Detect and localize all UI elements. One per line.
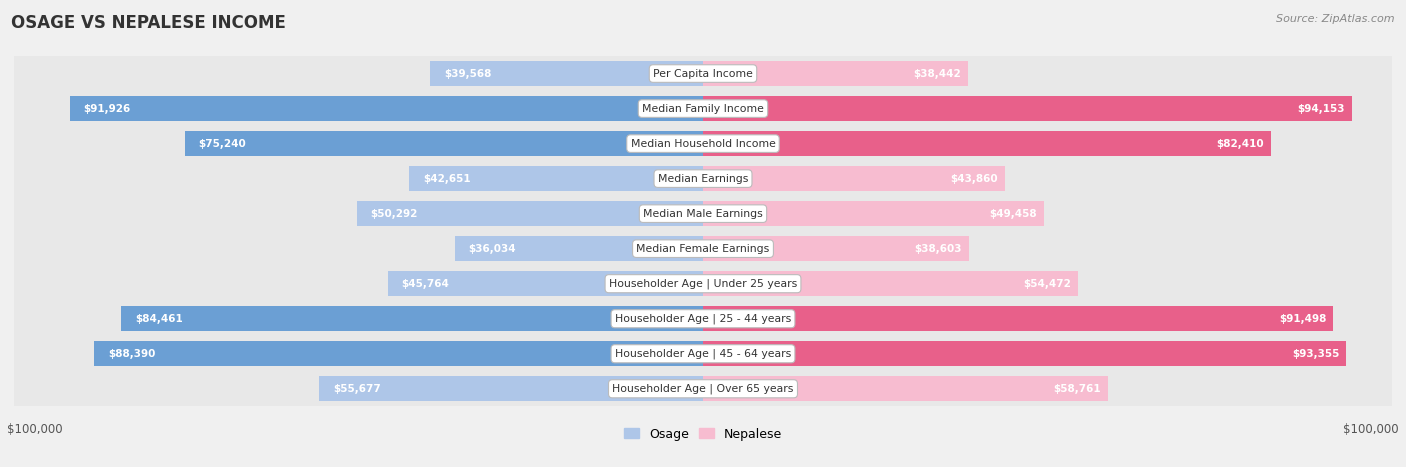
Bar bbox=[184, 131, 703, 156]
Text: $50,292: $50,292 bbox=[370, 209, 418, 219]
Bar bbox=[121, 306, 703, 332]
Bar bbox=[357, 201, 703, 226]
Text: $91,926: $91,926 bbox=[83, 104, 131, 113]
Bar bbox=[703, 96, 1351, 121]
Bar bbox=[430, 61, 703, 86]
Bar bbox=[454, 236, 703, 262]
Text: $38,603: $38,603 bbox=[914, 244, 962, 254]
Bar bbox=[388, 271, 703, 297]
Text: Householder Age | 45 - 64 years: Householder Age | 45 - 64 years bbox=[614, 348, 792, 359]
Text: $43,860: $43,860 bbox=[950, 174, 998, 184]
Bar bbox=[703, 306, 1333, 332]
Bar bbox=[703, 271, 1078, 297]
Text: $100,000: $100,000 bbox=[7, 423, 63, 436]
Text: $39,568: $39,568 bbox=[444, 69, 492, 78]
Text: $75,240: $75,240 bbox=[198, 139, 246, 149]
Bar bbox=[319, 376, 703, 402]
Bar bbox=[703, 166, 1005, 191]
Text: $58,761: $58,761 bbox=[1053, 384, 1101, 394]
Text: $36,034: $36,034 bbox=[468, 244, 516, 254]
Bar bbox=[703, 236, 969, 262]
Bar bbox=[703, 61, 967, 86]
Bar bbox=[703, 341, 1346, 366]
Text: $91,498: $91,498 bbox=[1279, 314, 1326, 324]
Text: $94,153: $94,153 bbox=[1298, 104, 1344, 113]
Text: Median Female Earnings: Median Female Earnings bbox=[637, 244, 769, 254]
Text: $55,677: $55,677 bbox=[333, 384, 381, 394]
Text: Median Household Income: Median Household Income bbox=[630, 139, 776, 149]
Text: Householder Age | Under 25 years: Householder Age | Under 25 years bbox=[609, 278, 797, 289]
Text: Median Family Income: Median Family Income bbox=[643, 104, 763, 113]
Legend: Osage, Nepalese: Osage, Nepalese bbox=[619, 423, 787, 446]
Text: $84,461: $84,461 bbox=[135, 314, 183, 324]
Text: Householder Age | 25 - 44 years: Householder Age | 25 - 44 years bbox=[614, 313, 792, 324]
Bar bbox=[703, 201, 1043, 226]
Text: Householder Age | Over 65 years: Householder Age | Over 65 years bbox=[612, 383, 794, 394]
Text: $93,355: $93,355 bbox=[1292, 349, 1340, 359]
Bar bbox=[703, 131, 1271, 156]
Bar bbox=[409, 166, 703, 191]
Text: $82,410: $82,410 bbox=[1216, 139, 1264, 149]
Bar bbox=[703, 376, 1108, 402]
Text: Per Capita Income: Per Capita Income bbox=[652, 69, 754, 78]
Text: $38,442: $38,442 bbox=[914, 69, 960, 78]
Bar bbox=[94, 341, 703, 366]
Text: OSAGE VS NEPALESE INCOME: OSAGE VS NEPALESE INCOME bbox=[11, 14, 287, 32]
Text: $49,458: $49,458 bbox=[990, 209, 1036, 219]
Text: $54,472: $54,472 bbox=[1024, 279, 1071, 289]
Text: Source: ZipAtlas.com: Source: ZipAtlas.com bbox=[1277, 14, 1395, 24]
Bar bbox=[70, 96, 703, 121]
Text: $42,651: $42,651 bbox=[423, 174, 471, 184]
Text: $88,390: $88,390 bbox=[108, 349, 155, 359]
Text: $100,000: $100,000 bbox=[1343, 423, 1399, 436]
Text: Median Earnings: Median Earnings bbox=[658, 174, 748, 184]
Text: $45,764: $45,764 bbox=[402, 279, 450, 289]
Text: Median Male Earnings: Median Male Earnings bbox=[643, 209, 763, 219]
